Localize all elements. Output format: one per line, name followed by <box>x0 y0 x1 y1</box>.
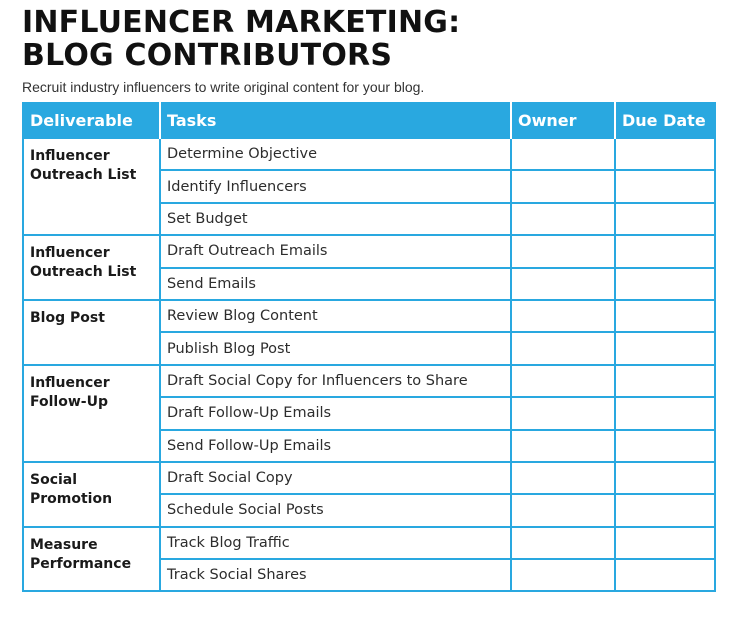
due-date-cell[interactable] <box>614 525 716 561</box>
table-row: Measure Performance Track Blog Traffic <box>22 525 716 593</box>
owner-cell[interactable] <box>510 298 616 334</box>
due-date-cell[interactable] <box>614 460 716 496</box>
table-body: Influencer Outreach List Determine Object… <box>22 136 716 593</box>
task-table: Deliverable Tasks Owner Due Date Influen… <box>22 102 716 593</box>
owner-cell[interactable] <box>510 331 616 366</box>
deliverable-cell: Influencer Outreach List <box>22 234 161 301</box>
owner-cell[interactable] <box>510 363 616 399</box>
task-cell: Track Blog Traffic <box>159 525 512 561</box>
page-title: INFLUENCER MARKETING: BLOG CONTRIBUTORS <box>22 5 461 73</box>
table-row: Send Emails <box>23 266 716 301</box>
owner-cell[interactable] <box>510 201 616 237</box>
owner-cell[interactable] <box>510 460 616 496</box>
table-row: Send Follow-Up Emails <box>23 428 716 463</box>
due-date-cell[interactable] <box>614 396 716 431</box>
column-header-owner: Owner <box>510 103 616 138</box>
due-date-cell[interactable] <box>614 201 716 237</box>
table-row: Draft Follow-Up Emails <box>23 396 716 431</box>
table-row: Publish Blog Post <box>23 331 716 366</box>
task-cell: Review Blog Content <box>159 298 512 334</box>
due-date-cell[interactable] <box>614 266 716 301</box>
owner-cell[interactable] <box>510 396 616 431</box>
owner-cell[interactable] <box>510 493 616 528</box>
due-date-cell[interactable] <box>614 331 716 366</box>
task-cell: Draft Social Copy <box>159 460 512 496</box>
table-header-row: Deliverable Tasks Owner Due Date <box>23 103 715 138</box>
owner-cell[interactable] <box>510 525 616 561</box>
table-row: Influencer Outreach List Draft Outreach E… <box>22 234 716 301</box>
column-header-deliverable: Deliverable <box>23 103 161 138</box>
table-row: Social Promotion Draft Social Copy <box>22 460 716 528</box>
task-cell: Schedule Social Posts <box>159 493 512 528</box>
table-row: Blog Post Review Blog Content <box>22 298 716 366</box>
owner-cell[interactable] <box>510 169 616 204</box>
task-cell: Draft Social Copy for Influencers to Sha… <box>159 363 512 399</box>
due-date-cell[interactable] <box>614 493 716 528</box>
deliverable-cell: Social Promotion <box>22 460 161 528</box>
deliverable-cell: Influencer Follow-Up <box>22 363 161 463</box>
table-row: Track Social Shares <box>23 558 716 593</box>
task-cell: Determine Objective <box>159 136 512 172</box>
task-cell: Track Social Shares <box>159 558 512 593</box>
due-date-cell[interactable] <box>614 363 716 399</box>
deliverable-cell: Blog Post <box>22 298 161 366</box>
owner-cell[interactable] <box>510 558 616 593</box>
due-date-cell[interactable] <box>614 234 716 269</box>
table-row: Identify Influencers <box>23 169 716 204</box>
due-date-cell[interactable] <box>614 428 716 463</box>
owner-cell[interactable] <box>510 266 616 301</box>
task-cell: Draft Outreach Emails <box>159 234 512 269</box>
task-cell: Send Follow-Up Emails <box>159 428 512 463</box>
task-cell: Identify Influencers <box>159 169 512 204</box>
column-header-tasks: Tasks <box>159 103 512 138</box>
page-subtitle: Recruit industry influencers to write or… <box>22 79 425 95</box>
due-date-cell[interactable] <box>614 136 716 172</box>
owner-cell[interactable] <box>510 234 616 269</box>
task-cell: Draft Follow-Up Emails <box>159 396 512 431</box>
table-row: Set Budget <box>23 201 716 237</box>
deliverable-cell: Influencer Outreach List <box>22 136 161 237</box>
page-header: INFLUENCER MARKETING: BLOG CONTRIBUTORS … <box>22 6 722 95</box>
column-header-due-date: Due Date <box>614 103 715 138</box>
due-date-cell[interactable] <box>614 169 716 204</box>
owner-cell[interactable] <box>510 428 616 463</box>
due-date-cell[interactable] <box>614 298 716 334</box>
table-row: Influencer Follow-Up Draft Social Copy fo… <box>22 363 716 463</box>
task-cell: Set Budget <box>159 201 512 237</box>
owner-cell[interactable] <box>510 136 616 172</box>
task-cell: Publish Blog Post <box>159 331 512 366</box>
deliverable-cell: Measure Performance <box>22 525 161 593</box>
table-row: Influencer Outreach List Determine Object… <box>22 136 716 237</box>
due-date-cell[interactable] <box>614 558 716 593</box>
task-cell: Send Emails <box>159 266 512 301</box>
table-row: Schedule Social Posts <box>23 493 716 528</box>
